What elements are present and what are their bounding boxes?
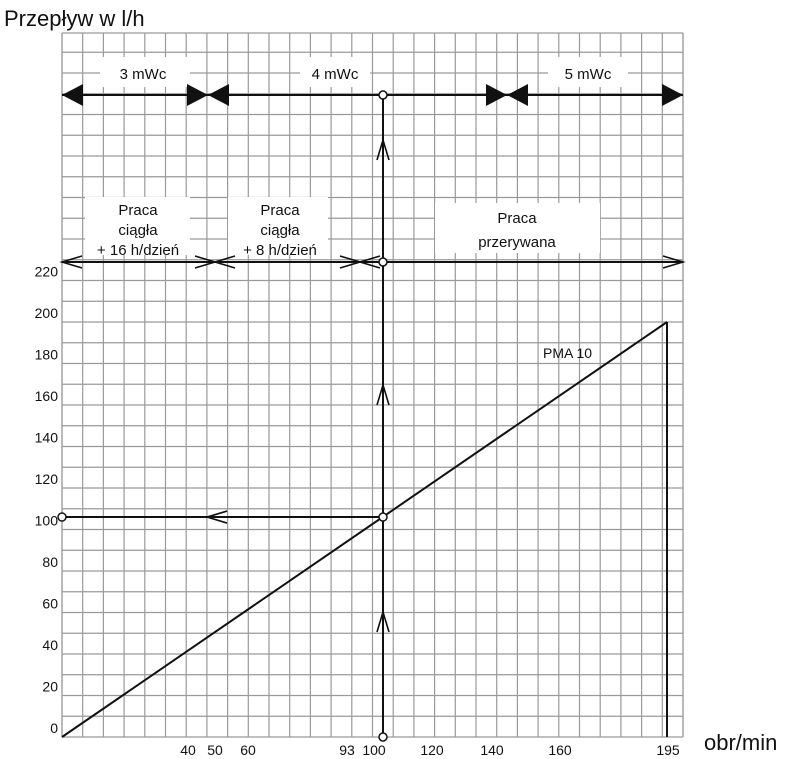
duty-band-label: ciągła [118,222,158,239]
up-arrow-icon [376,137,390,161]
filled-arrow-icon [507,84,528,106]
marker-circle [378,512,388,522]
label-background [100,57,190,87]
filled-arrow-icon [187,84,208,106]
open-arrow-icon [59,255,83,269]
x-tick-label: 160 [548,742,572,758]
label-background [228,197,328,255]
y-tick-label: 120 [35,471,59,487]
x-tick-label: 195 [656,742,680,758]
y-tick-label: 80 [42,554,58,570]
marker-circle [378,90,388,100]
y-tick-label: 160 [35,388,59,404]
marker-circle [378,732,388,742]
x-tick-label: 93 [339,742,355,758]
marker-circle [378,257,388,267]
y-tick-label: 60 [42,596,58,612]
duty-band-label: + 16 h/dzień [97,242,179,259]
y-tick-label: 100 [35,513,59,529]
x-tick-label: 100 [362,742,386,758]
label-background [85,197,190,255]
duty-band-label: + 8 h/dzień [243,242,317,259]
duty-band-label: Praca [497,210,537,227]
y-tick-label: 220 [35,264,59,280]
label-background [435,203,600,253]
open-arrow-icon [212,255,236,269]
duty-band-label: przerywana [478,234,556,251]
up-arrow-icon [376,382,390,406]
open-arrow-icon [662,255,686,269]
up-arrow-icon [376,609,390,633]
filled-arrow-icon [208,84,229,106]
x-tick-label: 120 [420,742,444,758]
y-tick-label: 20 [42,679,58,695]
filled-arrow-icon [662,84,683,106]
y-axis-title: Przepływ w l/h [4,6,145,31]
x-tick-label: 40 [180,742,196,758]
y-tick-label: 40 [42,637,58,653]
duty-band-label: Praca [260,202,300,219]
left-arrow-icon [204,510,228,524]
grid [61,32,684,738]
series-line-pma10 [61,321,668,738]
open-arrow-icon [357,255,381,269]
duty-band-label: ciągła [260,222,300,239]
filled-arrow-icon [62,84,83,106]
y-tick-label: 180 [35,347,59,363]
y-tick-label: 0 [50,720,58,736]
y-tick-label: 140 [35,430,59,446]
duty-band-label: Praca [118,202,158,219]
x-axis-title: obr/min [704,730,777,755]
label-background [300,57,370,87]
y-tick-label: 200 [35,305,59,321]
pressure-band-label: 4 mWc [312,66,359,83]
x-tick-label: 140 [480,742,504,758]
pressure-band-label: 5 mWc [565,66,612,83]
x-tick-label: 50 [207,742,223,758]
pressure-band-label: 3 mWc [120,66,167,83]
label-background [548,57,628,87]
marker-circle [57,512,67,522]
filled-arrow-icon [486,84,507,106]
series-label-pma10: PMA 10 [543,345,592,361]
x-tick-label: 60 [240,742,256,758]
